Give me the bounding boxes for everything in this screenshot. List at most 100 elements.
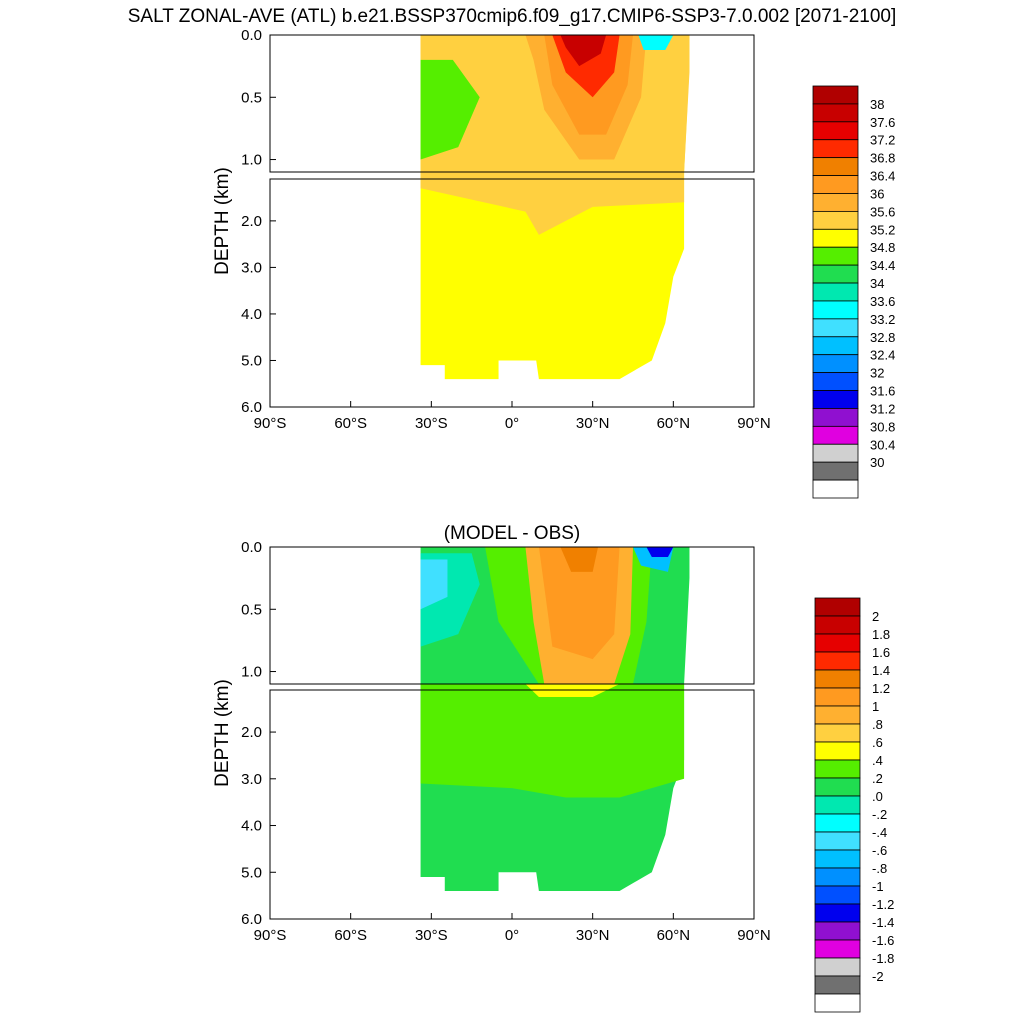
colorbar-swatch xyxy=(812,425,859,445)
colorbar-swatch xyxy=(812,85,859,105)
x-tick-label: 30°N xyxy=(576,415,610,432)
colorbar-swatch xyxy=(814,597,861,617)
axes-frame-upper xyxy=(269,546,755,685)
colorbar-label: 1.6 xyxy=(872,645,890,660)
colorbar-label: 34 xyxy=(870,276,884,291)
x-tick-label: 90°S xyxy=(254,415,287,432)
x-tick-label: 60°S xyxy=(334,927,367,944)
colorbar-swatch xyxy=(812,282,859,302)
colorbar-swatch xyxy=(814,867,861,887)
colorbar-swatch xyxy=(812,461,859,481)
x-ticks: 90°S 60°S 30°S 0° 30°N 60°N 90°N xyxy=(254,913,771,944)
colorbar-label: -.2 xyxy=(872,807,887,822)
colorbar-label: 36 xyxy=(870,186,884,201)
y-tick-label: 2.0 xyxy=(241,724,262,741)
y-axis-label: DEPTH (km) xyxy=(212,167,233,275)
colorbar-swatch xyxy=(812,479,859,499)
colorbar-swatch xyxy=(814,921,861,941)
colorbar: 21.81.61.41.21.8.6.4.2.0-.2-.4-.6-.8-1-1… xyxy=(814,597,894,1013)
colorbar-swatch xyxy=(814,849,861,869)
field-region-surface xyxy=(420,35,507,54)
colorbar-swatch xyxy=(812,210,859,230)
x-ticks: 90°S 60°S 30°S 0° 30°N 60°N 90°N xyxy=(254,401,771,432)
colorbar-label: .8 xyxy=(872,717,883,732)
colorbar-swatch xyxy=(814,633,861,653)
colorbar-label: .2 xyxy=(872,771,883,786)
y-tick-label: 5.0 xyxy=(241,352,262,369)
y-tick-label: 0.0 xyxy=(241,539,262,556)
axes-frame-upper xyxy=(269,34,755,173)
colorbar-label: .4 xyxy=(872,753,883,768)
y-ticks: 0.0 0.5 1.0 2.0 3.0 4.0 5.0 6.0 xyxy=(241,539,276,928)
colorbar-label: -1.6 xyxy=(872,933,894,948)
colorbar-label: 36.4 xyxy=(870,169,895,184)
colorbar-swatch xyxy=(814,723,861,743)
y-tick-label: 2.0 xyxy=(241,213,262,230)
y-tick-label: 1.0 xyxy=(241,152,262,169)
colorbar-label: 36.8 xyxy=(870,151,895,166)
contour-field xyxy=(420,35,690,380)
colorbar-swatch xyxy=(812,103,859,123)
field-region-1-0 xyxy=(538,547,620,660)
colorbar: 38 37.6 37.2 36.8 36.4 36 35.6 35.2 34.8 34.4 34 33… xyxy=(812,85,895,499)
field-region-minus-0-6 xyxy=(420,559,448,610)
colorbar-swatch xyxy=(812,157,859,176)
field-region-0-2 xyxy=(420,684,685,798)
colorbar-swatch xyxy=(812,443,859,463)
colorbar-swatch xyxy=(814,813,861,833)
colorbar-swatch xyxy=(812,300,859,320)
x-tick-label: 60°N xyxy=(657,927,691,944)
colorbar-swatch xyxy=(812,175,859,194)
colorbar-label: 1.4 xyxy=(872,663,890,678)
colorbar-swatch xyxy=(812,264,859,284)
colorbar-swatch xyxy=(814,687,861,707)
colorbar-label: 2 xyxy=(872,609,879,624)
colorbar-label: 32.8 xyxy=(870,330,895,345)
x-tick-label: 0° xyxy=(505,927,519,944)
colorbar-label: 31.2 xyxy=(870,401,895,416)
colorbar-label: 37.6 xyxy=(870,115,895,130)
colorbar-label: -1 xyxy=(872,879,884,894)
field-region-1-2 xyxy=(560,547,599,572)
colorbar-swatch xyxy=(812,246,859,266)
colorbar-label: -1.4 xyxy=(872,915,894,930)
colorbar-swatch xyxy=(814,759,861,779)
y-tick-label: 4.0 xyxy=(241,818,262,835)
x-tick-label: 90°S xyxy=(254,927,287,944)
x-tick-label: 90°N xyxy=(737,415,771,432)
colorbar-label: -1.2 xyxy=(872,897,894,912)
colorbar-label: 34.8 xyxy=(870,240,895,255)
y-tick-label: 3.0 xyxy=(241,259,262,276)
x-tick-label: 30°S xyxy=(415,415,448,432)
x-tick-label: 30°N xyxy=(576,927,610,944)
y-tick-label: 1.0 xyxy=(241,664,262,681)
colorbar-label: 32.4 xyxy=(870,348,895,363)
x-tick-label: 30°S xyxy=(415,927,448,944)
colorbar-swatch xyxy=(812,354,859,374)
y-tick-label: 0.5 xyxy=(241,89,262,106)
y-ticks: 0.0 0.5 1.0 2.0 3.0 4.0 5.0 6.0 xyxy=(241,27,276,416)
colorbar-swatch xyxy=(814,741,861,761)
colorbar-label: 30.8 xyxy=(870,419,895,434)
colorbar-label: 1.8 xyxy=(872,627,890,642)
colorbar-swatch xyxy=(812,121,859,141)
colorbar-swatch xyxy=(814,831,861,851)
colorbar-swatch xyxy=(812,228,859,248)
colorbar-label: 35.2 xyxy=(870,222,895,237)
chart-main-title: SALT ZONAL-AVE (ATL) b.e21.BSSP370cmip6.… xyxy=(127,6,897,27)
colorbar-label: 30.4 xyxy=(870,437,895,452)
colorbar-swatch xyxy=(812,408,859,427)
field-region-minus-1-2 xyxy=(646,547,674,557)
colorbar-label: -2 xyxy=(872,969,884,984)
colorbar-label: 38 xyxy=(870,97,884,112)
x-tick-label: 90°N xyxy=(737,927,771,944)
panel-bottom: (MODEL - OBS)DEPTH (km)0.00.51.02.03.04.… xyxy=(212,523,894,1013)
y-tick-label: 4.0 xyxy=(241,306,262,323)
colorbar-swatch xyxy=(814,957,861,977)
colorbar-swatch xyxy=(814,795,861,815)
colorbar-swatch xyxy=(814,651,861,671)
panel-top: DEPTH (km) 0.0 0.5 1.0 2.0 3.0 4.0 5.0 6.090°S 60… xyxy=(212,27,895,499)
y-tick-label: 6.0 xyxy=(241,911,262,928)
colorbar-swatch xyxy=(812,318,859,338)
colorbar-label: 33.2 xyxy=(870,312,895,327)
